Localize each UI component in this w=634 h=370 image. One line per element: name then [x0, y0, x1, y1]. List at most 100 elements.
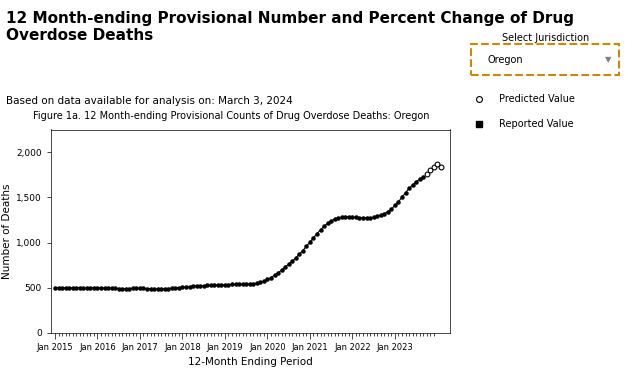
Point	[319, 223, 329, 229]
Point	[298, 248, 308, 253]
Point	[184, 283, 195, 289]
Point	[82, 285, 92, 291]
Point	[344, 214, 354, 220]
Point	[142, 286, 152, 292]
Point	[401, 190, 411, 196]
Point	[340, 214, 351, 220]
Point	[404, 185, 414, 191]
Point	[223, 282, 233, 287]
Point	[326, 218, 336, 224]
Point	[128, 285, 138, 291]
Text: Select Jurisdiction: Select Jurisdiction	[501, 33, 589, 43]
Point	[205, 282, 216, 288]
Point	[273, 270, 283, 276]
Text: Based on data available for analysis on: March 3, 2024: Based on data available for analysis on:…	[6, 96, 293, 106]
Point	[418, 175, 429, 181]
Point	[347, 214, 358, 220]
Point	[195, 283, 205, 289]
Point	[411, 179, 421, 185]
Point	[188, 283, 198, 289]
Point	[213, 282, 223, 288]
Point	[368, 214, 378, 220]
Point	[393, 199, 403, 205]
X-axis label: 12-Month Ending Period: 12-Month Ending Period	[188, 357, 313, 367]
Point	[86, 285, 96, 291]
Point	[53, 285, 63, 291]
Point	[408, 182, 418, 188]
Point	[220, 282, 230, 287]
Point	[376, 212, 386, 218]
Point	[110, 285, 120, 291]
Point	[50, 285, 60, 290]
Point	[171, 285, 181, 291]
Point	[330, 216, 340, 222]
Point	[191, 283, 202, 289]
Point	[107, 285, 117, 291]
Point	[241, 281, 251, 287]
Text: ▼: ▼	[605, 55, 611, 64]
Point	[308, 235, 318, 241]
Point	[432, 161, 443, 167]
Point	[422, 171, 432, 177]
Point	[153, 286, 163, 292]
Point	[305, 239, 315, 245]
Point	[57, 285, 67, 291]
Point	[100, 285, 110, 291]
Point	[379, 211, 389, 216]
Point	[316, 227, 326, 233]
Point	[163, 286, 173, 292]
Point	[68, 285, 78, 291]
Point	[425, 167, 436, 173]
Point	[337, 214, 347, 220]
Point	[160, 286, 170, 292]
Text: Reported Value: Reported Value	[499, 119, 574, 130]
Point	[436, 164, 446, 169]
Point	[113, 286, 124, 292]
Point	[474, 121, 484, 127]
Point	[283, 261, 294, 267]
Point	[60, 285, 70, 291]
Point	[178, 284, 188, 290]
Point	[198, 283, 209, 289]
Point	[397, 194, 407, 200]
Point	[256, 279, 266, 285]
Point	[216, 282, 226, 288]
Point	[287, 258, 297, 264]
Point	[294, 251, 304, 257]
Point	[252, 280, 262, 286]
Point	[354, 215, 365, 221]
Point	[248, 281, 258, 287]
Point	[75, 285, 85, 290]
Point	[145, 286, 155, 292]
Point	[202, 282, 212, 288]
Point	[245, 281, 255, 287]
Point	[266, 275, 276, 280]
Point	[138, 285, 148, 291]
Point	[71, 285, 81, 291]
Point	[280, 264, 290, 270]
Point	[96, 285, 106, 291]
Point	[372, 213, 382, 219]
Point	[415, 176, 425, 182]
Point	[290, 255, 301, 261]
Text: Predicted Value: Predicted Value	[499, 94, 575, 104]
Point	[383, 209, 393, 215]
Point	[231, 281, 241, 287]
Point	[238, 281, 248, 287]
Point	[269, 272, 280, 278]
Point	[156, 286, 166, 292]
Point	[78, 285, 88, 291]
Point	[312, 231, 322, 237]
Point	[64, 285, 74, 291]
Point	[89, 285, 99, 290]
Point	[361, 215, 372, 221]
Point	[234, 281, 244, 287]
Point	[149, 286, 159, 292]
Y-axis label: Number of Deaths: Number of Deaths	[2, 184, 12, 279]
Point	[209, 282, 219, 288]
Point	[386, 206, 396, 212]
Point	[227, 282, 237, 287]
Point	[276, 267, 287, 273]
Point	[390, 202, 400, 208]
Point	[301, 243, 311, 249]
